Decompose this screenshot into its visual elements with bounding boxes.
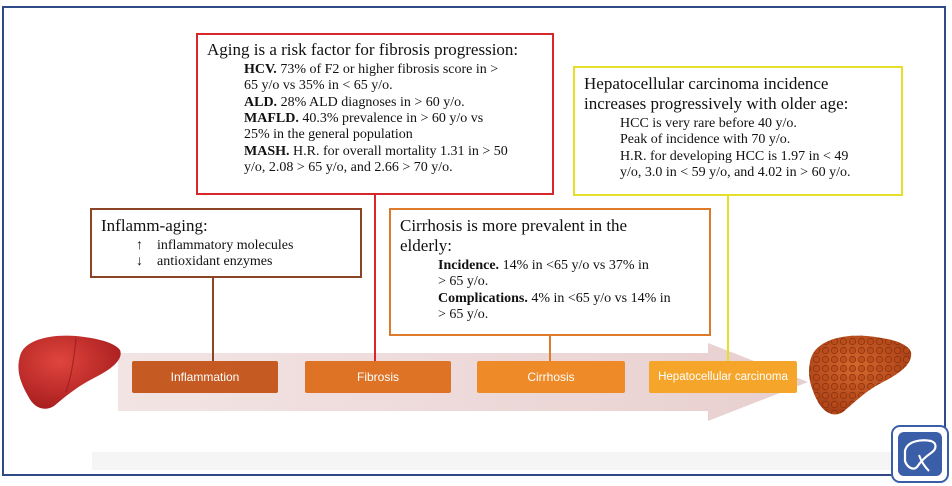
inflamm-row: ↓ antioxidant enzymes (101, 254, 352, 270)
cirrhosis-box-title-line1: Cirrhosis is more prevalent in the (400, 216, 628, 235)
stage-cirrhosis: Cirrhosis (477, 361, 625, 393)
inflamm-box-title: Inflamm-aging: (101, 216, 208, 235)
hcc-line: H.R. for developing HCC is 1.97 in < 49 (620, 148, 849, 164)
aging-item: 65 y/o vs 35% in < 65 y/o. (244, 78, 393, 94)
aging-box-title: Aging is a risk factor for fibrosis prog… (207, 40, 519, 59)
cirrhotic-liver-icon (809, 335, 912, 415)
hcc-line: y/o, 3.0 in < 59 y/o, and 4.02 in > 60 y… (620, 164, 851, 180)
aging-item: y/o, 2.08 > 65 y/o, and 2.66 > 70 y/o. (244, 160, 453, 176)
cirrhosis-item: > 65 y/o. (438, 306, 489, 322)
liver-logo-icon (891, 425, 949, 483)
inflamm-row-text: inflammatory molecules (157, 237, 294, 253)
hcc-box-title-line1: Hepatocellular carcinoma incidence (584, 74, 829, 93)
cirrhosis-connector (549, 336, 551, 362)
cirrhosis-box: Cirrhosis is more prevalent in the elder… (389, 208, 711, 336)
cirrhosis-item: Complications. 4% in <65 y/o vs 14% in (438, 290, 671, 306)
aging-item: HCV. 73% of F2 or higher fibrosis score … (244, 61, 499, 77)
timeline-arrow (118, 343, 808, 421)
hcc-box-title-line2: increases progressively with older age: (584, 93, 849, 113)
down-arrow-icon: ↓ (136, 254, 143, 270)
aging-item: MASH. H.R. for overall mortality 1.31 in… (244, 143, 508, 159)
hcc-incidence-box: Hepatocellular carcinoma incidence incre… (573, 66, 903, 196)
aging-item: 25% in the general population (244, 127, 413, 143)
healthy-liver-icon (18, 335, 121, 409)
inflamm-aging-box: Inflamm-aging: ↑ inflammatory molecules … (90, 208, 362, 278)
aging-item: MAFLD. 40.3% prevalence in > 60 y/o vs (244, 111, 484, 126)
fibrosis-connector (374, 195, 376, 362)
inflamm-row-text: antioxidant enzymes (157, 254, 273, 270)
aging-risk-box: Aging is a risk factor for fibrosis prog… (196, 33, 554, 195)
cirrhosis-item: > 65 y/o. (438, 274, 489, 290)
up-arrow-icon: ↑ (136, 237, 143, 253)
cirrhosis-item: Incidence. 14% in <65 y/o vs 37% in (438, 257, 649, 273)
bottom-strip (92, 452, 892, 470)
cirrhosis-box-title-line2: elderly: (400, 235, 452, 255)
stage-hepatocellular-carcinoma: Hepatocellular carcinoma (649, 361, 797, 393)
hcc-connector (727, 196, 729, 362)
hcc-line: Peak of incidence with 70 y/o. (620, 132, 791, 148)
inflammation-connector (212, 278, 214, 362)
aging-item: ALD. 28% ALD diagnoses in > 60 y/o. (244, 94, 465, 110)
stage-inflammation: Inflammation (132, 361, 278, 393)
inflamm-row: ↑ inflammatory molecules (101, 238, 352, 254)
hcc-line: HCC is very rare before 40 y/o. (620, 115, 797, 131)
stage-fibrosis: Fibrosis (305, 361, 451, 393)
